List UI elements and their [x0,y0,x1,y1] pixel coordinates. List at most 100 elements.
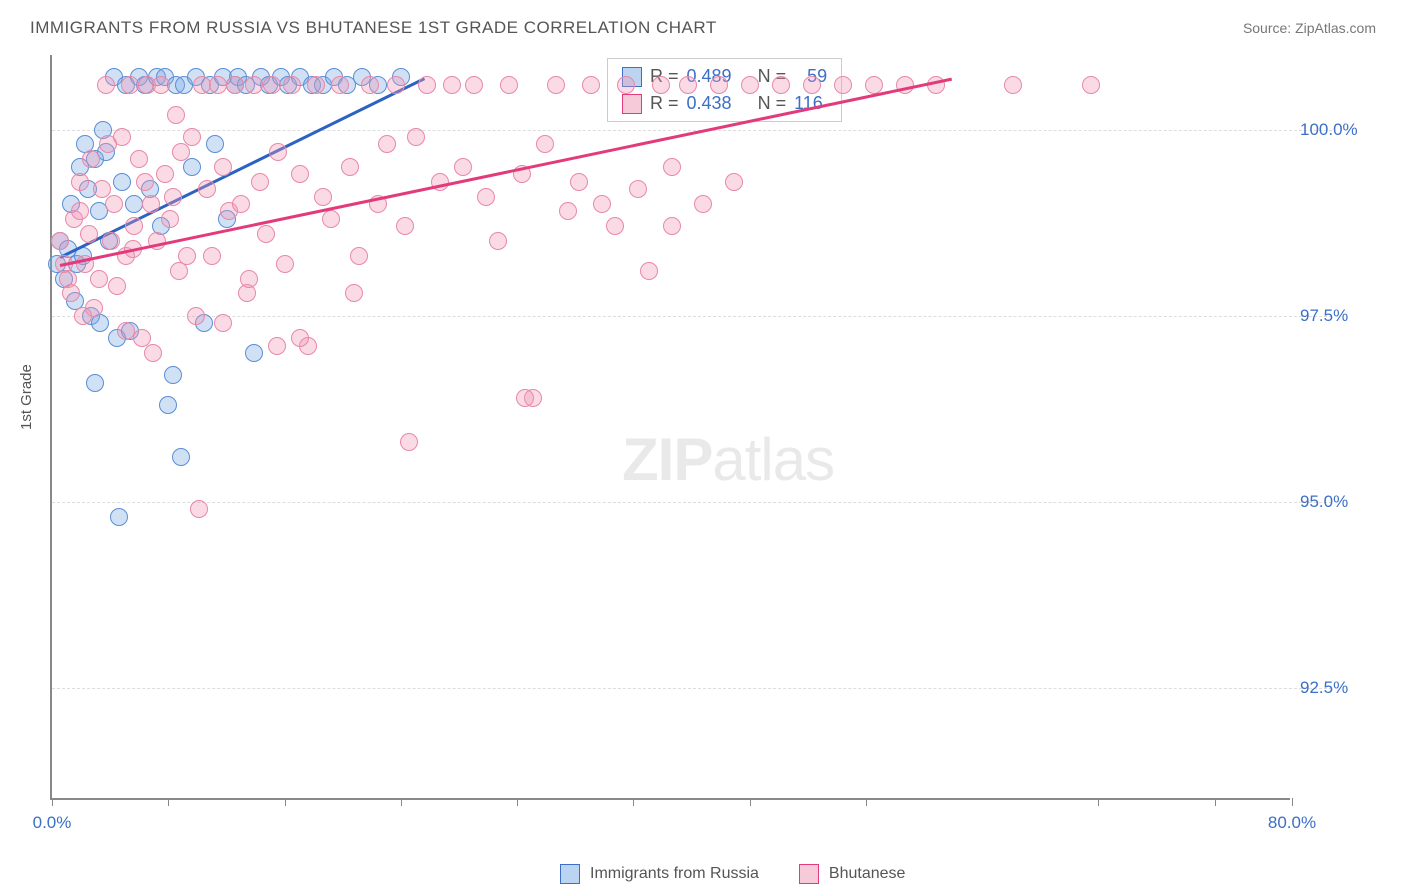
scatter-point [772,76,790,94]
gridline [52,316,1332,317]
scatter-point [314,188,332,206]
scatter-point [291,165,309,183]
scatter-point [102,232,120,250]
scatter-point [251,173,269,191]
scatter-point [834,76,852,94]
scatter-point [172,143,190,161]
scatter-point [322,210,340,228]
scatter-point [663,158,681,176]
legend-label-russia: Immigrants from Russia [590,865,759,883]
scatter-point [679,76,697,94]
scatter-point [387,76,405,94]
x-tick-mark [285,798,286,806]
x-tick-mark [1292,798,1293,806]
scatter-point [90,270,108,288]
scatter-point [125,217,143,235]
scatter-point [345,284,363,302]
scatter-point [629,180,647,198]
scatter-point [694,195,712,213]
y-tick-label: 97.5% [1300,306,1348,326]
scatter-point [477,188,495,206]
scatter-point [350,247,368,265]
scatter-point [152,76,170,94]
legend-swatch-bhutanese-icon [799,864,819,884]
scatter-point [71,202,89,220]
scatter-point [232,195,250,213]
x-tick-mark [52,798,53,806]
scatter-point [105,195,123,213]
scatter-point [710,76,728,94]
scatter-point [159,396,177,414]
scatter-point [136,173,154,191]
scatter-point [257,225,275,243]
scatter-point [516,389,534,407]
scatter-point [1004,76,1022,94]
y-tick-label: 100.0% [1300,120,1358,140]
scatter-point [341,158,359,176]
scatter-point [606,217,624,235]
scatter-point [97,76,115,94]
scatter-point [198,180,216,198]
gridline [52,130,1332,131]
scatter-point [443,76,461,94]
scatter-point [74,307,92,325]
scatter-point [454,158,472,176]
scatter-point [108,277,126,295]
scatter-point [582,76,600,94]
x-tick-mark [401,798,402,806]
scatter-point [489,232,507,250]
x-tick-mark [750,798,751,806]
scatter-point [130,150,148,168]
x-tick-mark [866,798,867,806]
scatter-point [183,158,201,176]
scatter-point [71,173,89,191]
x-tick-label: 80.0% [1268,813,1316,833]
scatter-point [62,284,80,302]
scatter-point [276,255,294,273]
scatter-point [206,135,224,153]
x-tick-mark [633,798,634,806]
scatter-point [593,195,611,213]
chart-title: IMMIGRANTS FROM RUSSIA VS BHUTANESE 1ST … [30,18,717,38]
source-text: Source: ZipAtlas.com [1243,20,1376,36]
y-tick-label: 92.5% [1300,678,1348,698]
gridline [52,688,1332,689]
scatter-point [99,135,117,153]
scatter-point [93,180,111,198]
scatter-point [167,106,185,124]
scatter-point [245,76,263,94]
scatter-point [156,165,174,183]
plot-region: ZIPatlas R = 0.489 N = 59 R = 0.438 N = … [50,55,1290,800]
gridline [52,502,1332,503]
scatter-point [209,76,227,94]
scatter-point [407,128,425,146]
scatter-point [172,448,190,466]
scatter-point [214,314,232,332]
legend-label-bhutanese: Bhutanese [829,865,906,883]
scatter-point [187,307,205,325]
legend: Immigrants from Russia Bhutanese [560,864,905,884]
scatter-point [240,270,258,288]
x-tick-label: 0.0% [33,813,72,833]
legend-item-bhutanese: Bhutanese [799,864,906,884]
scatter-point [1082,76,1100,94]
watermark: ZIPatlas [622,425,834,494]
scatter-point [269,143,287,161]
scatter-point [51,232,69,250]
scatter-point [82,150,100,168]
scatter-point [559,202,577,220]
scatter-point [161,210,179,228]
legend-swatch-russia-icon [560,864,580,884]
scatter-point [121,76,139,94]
scatter-point [117,322,135,340]
x-tick-mark [168,798,169,806]
scatter-point [331,76,349,94]
scatter-point [865,76,883,94]
scatter-point [307,76,325,94]
scatter-point [190,500,208,518]
x-tick-mark [1215,798,1216,806]
scatter-point [570,173,588,191]
swatch-bhutanese-icon [622,94,642,114]
scatter-point [418,76,436,94]
scatter-point [86,374,104,392]
